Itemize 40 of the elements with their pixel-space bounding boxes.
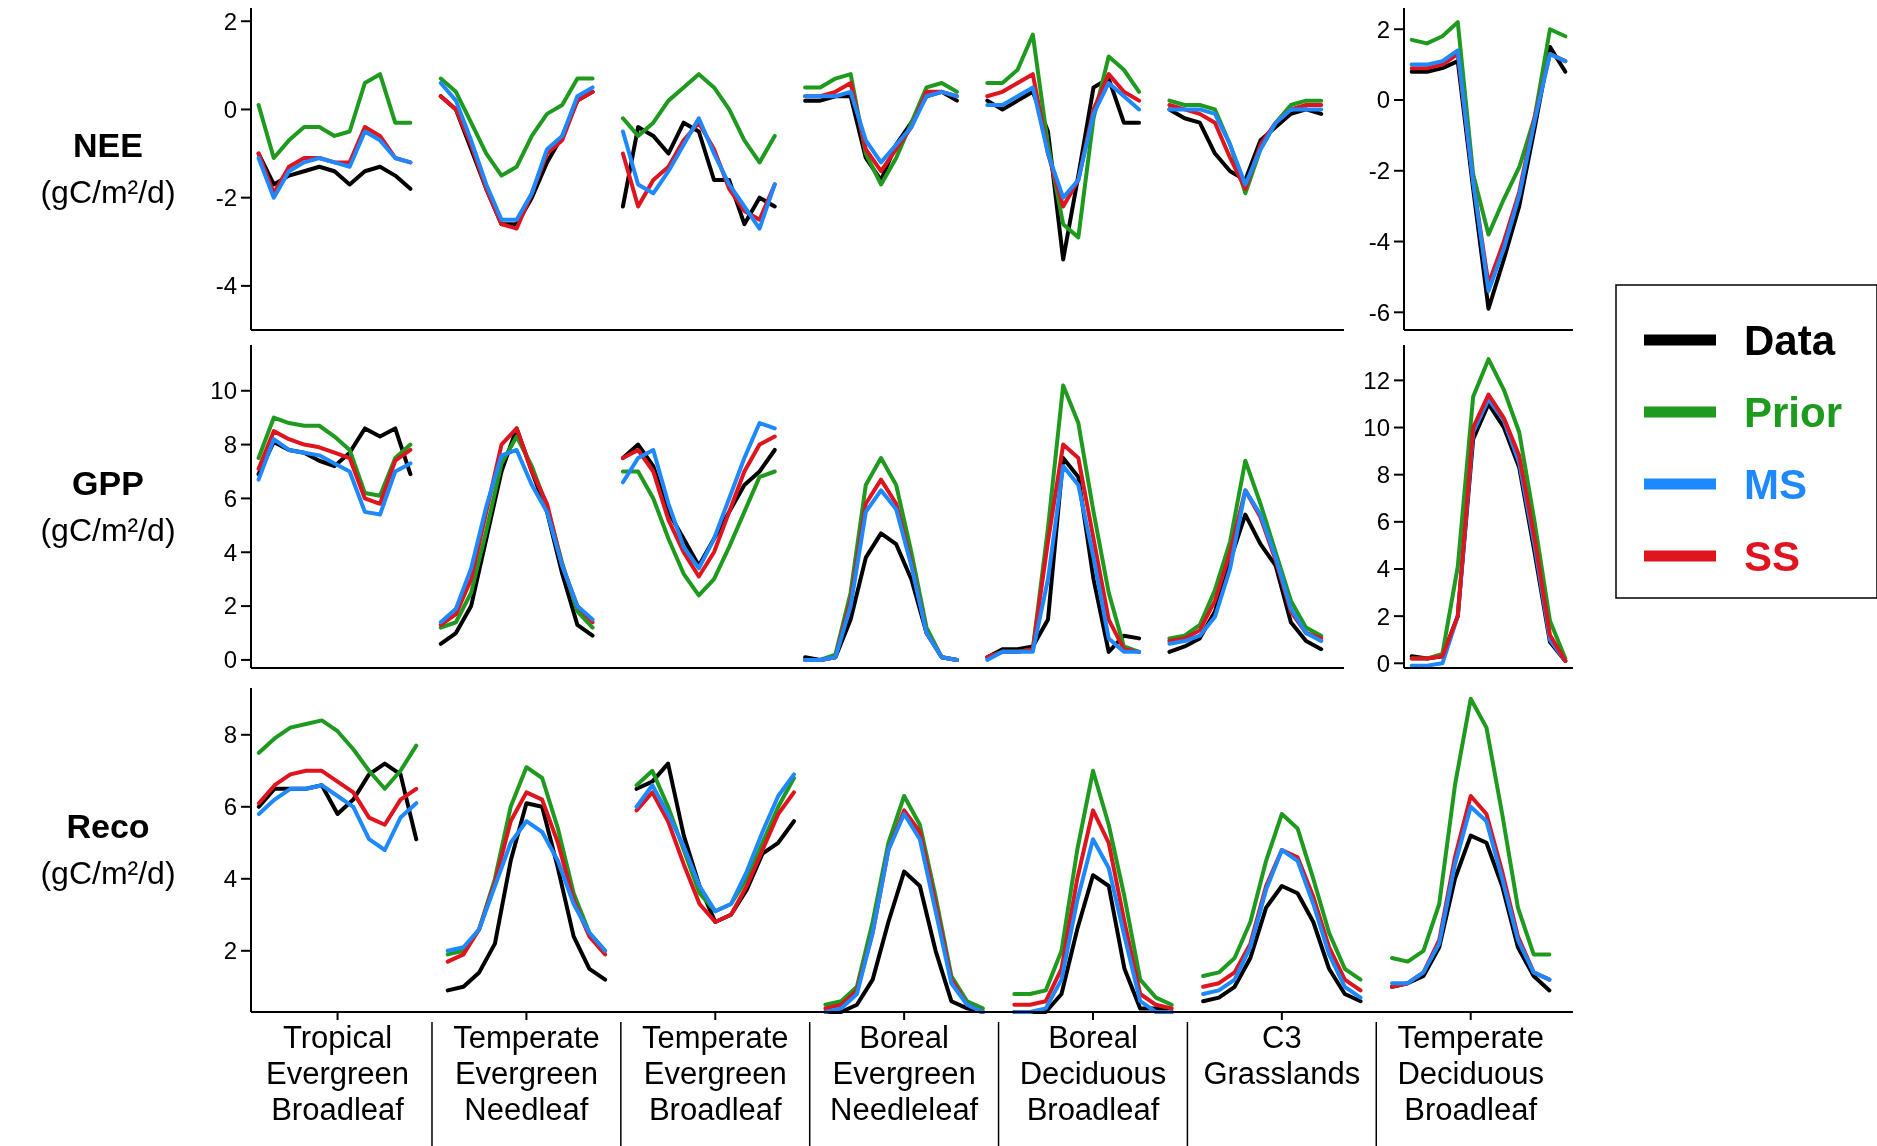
y-tick-label: 10 [210,377,237,405]
legend-label: MS [1744,460,1807,508]
y-tick-label: 8 [1376,461,1390,489]
y-tick-label: 0 [223,95,237,123]
y-tick-label: 4 [223,538,237,566]
y-tick-label: -4 [1368,227,1390,255]
y-tick-label: -2 [1368,157,1390,185]
y-tick-label: -6 [1368,298,1390,326]
y-tick-label: 0 [1376,649,1390,677]
x-tick-label: Boreal Deciduous Broadleaf [1019,1020,1167,1127]
y-tick-label: 8 [223,721,237,749]
y-tick-label: 4 [223,865,237,893]
x-tick-label: Temperate Evergreen Needleaf [453,1020,600,1127]
y-tick-label: 2 [1376,15,1390,43]
y-tick-label: 8 [223,430,237,458]
y-tick-label: 10 [1363,413,1390,441]
y-axis-title: GPP (gC/m²/d) [40,463,176,548]
y-tick-label: 6 [223,484,237,512]
y-tick-label: 6 [1376,508,1390,536]
x-tick-label: Boreal Evergreen Needleleaf [830,1020,979,1127]
y-tick-label: 2 [1376,602,1390,630]
legend-label: Data [1744,316,1836,364]
legend-label: SS [1744,532,1801,580]
y-tick-label: 2 [223,592,237,620]
y-tick-label: 6 [223,793,237,821]
x-tick-label: Temperate Evergreen Broadleaf [642,1020,789,1127]
y-axis-title: Reco (gC/m²/d) [40,807,176,891]
y-tick-label: -2 [215,184,237,212]
y-axis-title: NEE (gC/m²/d) [40,126,176,210]
y-tick-label: -4 [215,272,237,300]
y-tick-label: 0 [1376,86,1390,114]
y-tick-label: 4 [1376,555,1390,583]
legend-label: Prior [1744,388,1843,436]
x-tick-label: C3 Grasslands [1203,1020,1361,1091]
y-tick-label: 0 [223,646,237,674]
y-tick-label: 2 [223,937,237,965]
y-tick-label: 12 [1363,366,1390,394]
x-tick-label: Temperate Deciduous Broadleaf [1397,1020,1544,1127]
x-tick-label: Tropical Evergreen Broadleaf [266,1020,410,1127]
y-tick-label: 2 [223,7,237,35]
